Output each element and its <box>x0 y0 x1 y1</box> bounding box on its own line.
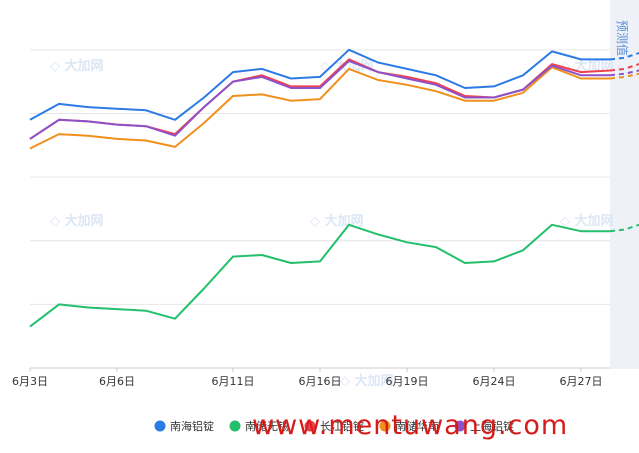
x-tick-label: 6月3日 <box>12 375 48 388</box>
x-tick-label: 6月16日 <box>299 375 342 388</box>
x-tick-label: 6月27日 <box>560 375 603 388</box>
legend-label-1: 南海铝锭 <box>170 419 214 433</box>
legend-label-3: 长江铝锭 <box>320 419 364 433</box>
logo-watermark: ◇ 大加网 <box>50 213 104 229</box>
series-forecast-4 <box>609 72 639 80</box>
x-tick-label: 6月24日 <box>473 375 516 388</box>
series-forecast-3 <box>609 63 639 72</box>
site-watermark: www.mentuwang.com <box>252 410 568 441</box>
series-line-5 <box>29 60 610 140</box>
forecast-band <box>610 0 639 368</box>
legend-marker-4 <box>379 420 391 432</box>
x-axis: 6月3日 6月6日 6月11日 6月16日 6月19日 6月24日 6月27日 <box>12 367 610 388</box>
legend-marker-5 <box>454 420 466 432</box>
x-tick-label: 6月11日 <box>212 375 255 388</box>
legend-label-4: 南储华南 <box>395 419 439 433</box>
legend-label-5: 上海铝锭 <box>470 419 514 433</box>
watermark-layer: ◇ 大加网 ◇ 大加网 ◇ 大加网◇ 大加网 ◇ 大加网 ◇ 大加网◇ 大加网 <box>50 58 614 389</box>
logo-watermark: ◇ 大加网 <box>50 58 104 74</box>
logo-watermark: ◇ 大加网 <box>340 373 394 389</box>
series-forecast-5 <box>609 69 639 77</box>
forecast-label: 预测值 <box>615 20 630 56</box>
x-tick-label: 6月6日 <box>99 375 135 388</box>
legend-marker-2 <box>229 420 241 432</box>
series-layer <box>29 48 639 328</box>
series-line-2 <box>29 223 610 328</box>
legend-label-2: 南储无锡 <box>245 419 289 433</box>
x-tick-label: 6月19日 <box>386 375 429 388</box>
legend-marker-1 <box>154 420 166 432</box>
logo-watermark: ◇ 大加网 <box>560 213 614 229</box>
grid-lines <box>30 49 639 369</box>
legend: 南海铝锭 南储无锡 长江铝锭 南储华南 上海铝锭 <box>154 419 514 433</box>
legend-marker-3 <box>304 420 316 432</box>
logo-watermark: ◇ 大加网 <box>320 58 374 74</box>
series-line-4 <box>29 66 610 150</box>
series-forecast-1 <box>609 52 639 61</box>
series-line-1 <box>29 48 610 121</box>
series-forecast-2 <box>609 223 639 233</box>
